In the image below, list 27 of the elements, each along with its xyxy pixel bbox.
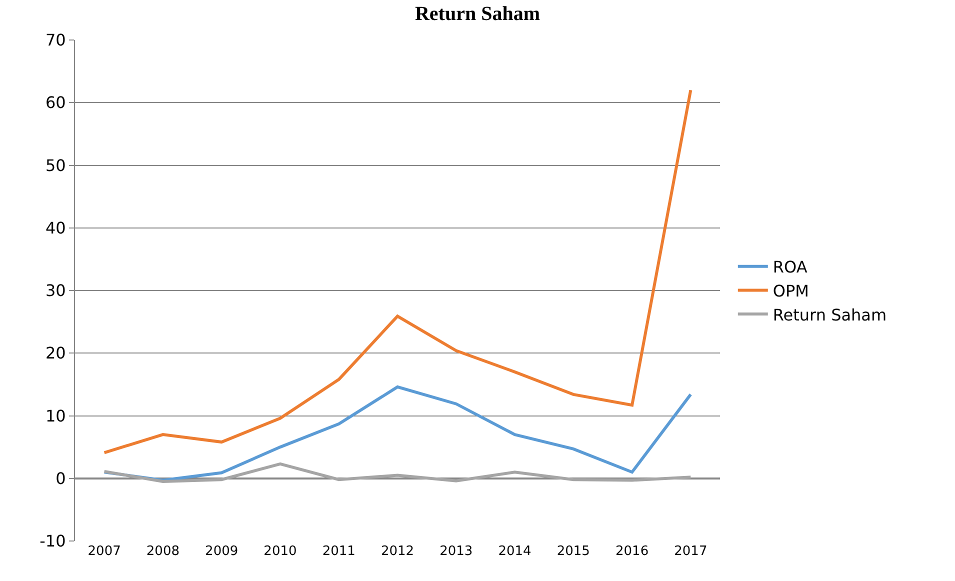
y-tick-label: 60	[45, 93, 66, 112]
line-series	[102, 385, 692, 482]
y-tick-label: -10	[40, 532, 66, 551]
line-series	[102, 88, 692, 454]
y-tick-label: 30	[45, 281, 66, 300]
y-tick-label: 10	[45, 406, 66, 426]
x-tick-label: 2017	[674, 544, 708, 559]
x-tick-label: 2007	[88, 544, 121, 559]
x-tick-label: 2011	[322, 544, 356, 559]
legend-label: Return Saham	[772, 305, 887, 324]
legend-label: ROA	[772, 258, 808, 277]
x-tick-label: 2012	[380, 544, 414, 559]
x-tick-label: 2013	[440, 544, 473, 559]
x-tick-label: 2008	[146, 544, 180, 559]
x-tick-label: 2014	[498, 544, 532, 559]
line-series	[102, 462, 692, 484]
y-tick-label: 0	[56, 468, 66, 488]
x-tick-label: 2016	[616, 544, 649, 559]
x-tick-label: 2015	[556, 544, 590, 559]
y-tick-label: 50	[45, 156, 66, 175]
chart-title: Return Saham	[414, 2, 540, 25]
x-tick-label: 2010	[264, 544, 297, 559]
y-tick-label: 70	[45, 30, 66, 50]
y-tick-label: 20	[45, 344, 66, 363]
legend-label: OPM	[772, 281, 809, 300]
x-tick-label: 2009	[205, 544, 238, 559]
y-tick-label: 40	[45, 218, 66, 238]
